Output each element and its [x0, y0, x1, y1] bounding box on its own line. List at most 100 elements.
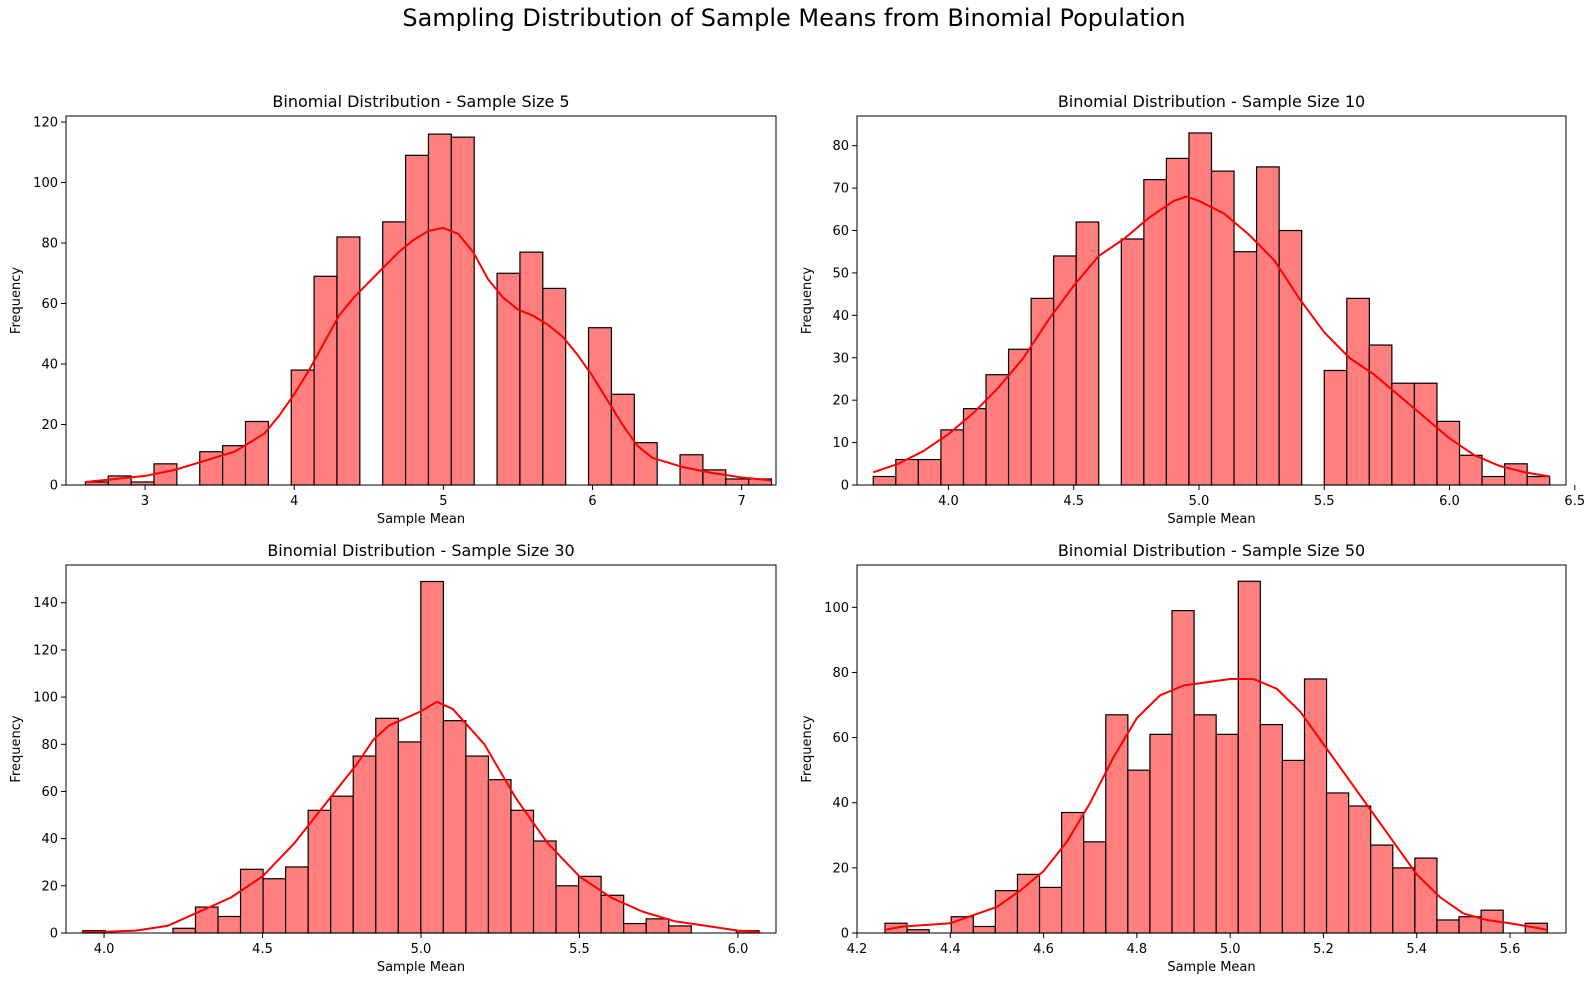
chart-panel-1: 3 4 5 6 7 0 20 40 60 80 100 120 Binomial Distributio… — [9, 92, 777, 527]
histogram-bar — [985, 374, 1010, 486]
histogram-bar — [532, 840, 557, 934]
histogram-bar — [404, 154, 430, 486]
histogram-bar — [1007, 348, 1032, 486]
histogram-bar — [1233, 251, 1258, 486]
x-tick-label: 6.5 — [1564, 494, 1585, 509]
histogram-bar — [1526, 475, 1551, 486]
x-axis-label: Sample Mean — [1167, 960, 1255, 975]
axes-frame — [856, 564, 1567, 934]
histogram-bar — [397, 741, 422, 934]
x-axis-label: Sample Mean — [377, 512, 465, 527]
histogram-bar — [1215, 733, 1239, 934]
histogram-bar — [623, 922, 647, 934]
kde-curve — [884, 677, 1548, 931]
histogram-bar — [330, 795, 354, 934]
x-tick-label: 5.5 — [569, 942, 590, 957]
x-tick-label: 7 — [738, 494, 746, 509]
histogram-bar — [1120, 238, 1145, 486]
chart-title: Binomial Distribution - Sample Size 50 — [1058, 541, 1365, 560]
y-tick-label: 60 — [832, 224, 849, 239]
chart-title: Binomial Distribution - Sample Size 5 — [272, 92, 569, 111]
histogram-bar — [307, 809, 332, 934]
y-tick-label: 60 — [41, 297, 58, 312]
y-tick-label: 80 — [832, 139, 849, 154]
y-tick-label: 120 — [33, 643, 58, 658]
kde-curve — [872, 195, 1550, 478]
axes-frame — [65, 115, 777, 486]
x-tick-label: 4.0 — [938, 494, 959, 509]
kde-curve — [85, 226, 772, 483]
histogram-bar — [1368, 344, 1393, 486]
histogram-bar — [1038, 886, 1063, 934]
histogram-bar — [1504, 463, 1528, 486]
x-tick-label: 3 — [141, 494, 149, 509]
histogram-bar — [1413, 382, 1438, 486]
histogram-bar — [172, 927, 197, 934]
x-axis-label: Sample Mean — [1167, 512, 1255, 527]
histogram-bar — [262, 878, 287, 934]
x-tick-label: 5 — [439, 494, 447, 509]
histogram-bar — [1325, 792, 1350, 934]
x-tick-label: 6.0 — [1439, 494, 1460, 509]
histogram-bar — [1436, 919, 1460, 934]
y-tick-label: 120 — [33, 116, 58, 131]
histogram-bar — [1370, 844, 1394, 934]
y-axis-label: Frequency — [800, 267, 815, 334]
histogram-bar — [1188, 132, 1213, 486]
histogram-bar — [940, 429, 965, 486]
y-tick-label: 0 — [50, 479, 58, 494]
histogram-bar — [336, 236, 361, 486]
chart-panel-4: 4.2 4.4 4.6 4.8 5.0 5.2 5.4 5.6 0 20 40 60 80 100 Bino… — [800, 541, 1567, 975]
histogram-bar — [217, 915, 242, 934]
histogram-bar — [244, 420, 269, 486]
y-tick-label: 20 — [41, 879, 58, 894]
histogram-bar — [1255, 166, 1280, 486]
x-tick-label: 4.8 — [1127, 942, 1148, 957]
histogram-bar — [1105, 714, 1129, 934]
y-axis-label: Frequency — [800, 715, 815, 782]
y-tick-label: 30 — [832, 351, 849, 366]
histogram-bar — [1030, 297, 1055, 486]
y-tick-label: 20 — [41, 418, 58, 433]
histogram-bar — [313, 275, 338, 486]
y-tick-label: 40 — [41, 358, 58, 373]
figure-title: Sampling Distribution of Sample Means fr… — [402, 4, 1186, 32]
y-tick-label: 100 — [33, 691, 58, 706]
histogram-bar — [725, 478, 750, 486]
histogram-bar — [420, 580, 444, 934]
y-tick-label: 20 — [832, 394, 849, 409]
histogram-bar — [633, 442, 658, 486]
histogram-bar — [285, 866, 309, 934]
histogram-bar — [1127, 769, 1151, 934]
chart-panel-3: 4.0 4.5 5.0 5.5 6.0 0 20 40 60 80 100 120 140 Binomia… — [9, 541, 777, 975]
y-tick-label: 70 — [832, 182, 849, 197]
y-tick-label: 100 — [33, 176, 58, 191]
y-tick-label: 20 — [832, 861, 849, 876]
histogram-bar — [519, 251, 544, 486]
histogram-bar — [1278, 229, 1303, 486]
x-tick-label: 4.0 — [94, 942, 115, 957]
x-tick-label: 4.6 — [1033, 942, 1054, 957]
histogram-bar — [1165, 157, 1190, 486]
histogram-bar — [487, 779, 512, 934]
x-tick-label: 5.5 — [1314, 494, 1335, 509]
histogram-bar — [1346, 297, 1370, 486]
x-tick-label: 4.2 — [847, 942, 868, 957]
x-tick-label: 5.4 — [1406, 942, 1427, 957]
histogram-bar — [375, 717, 399, 934]
histogram-bar — [1143, 179, 1168, 486]
kde-curve — [81, 700, 761, 933]
histogram-bar — [510, 809, 535, 934]
chart-panel-2: 4.0 4.5 5.0 5.5 6.0 6.5 0 10 20 30 40 50 60 70 80 Binom… — [800, 92, 1585, 527]
histogram-bar — [668, 925, 692, 934]
histogram-bar — [1348, 805, 1372, 934]
y-tick-label: 0 — [841, 479, 849, 494]
y-tick-label: 80 — [832, 666, 849, 681]
histogram-bar — [1053, 255, 1077, 486]
y-tick-label: 60 — [832, 731, 849, 746]
histogram-bar — [1083, 841, 1107, 934]
histogram-bar — [542, 287, 567, 486]
histogram-bar — [1281, 759, 1306, 934]
